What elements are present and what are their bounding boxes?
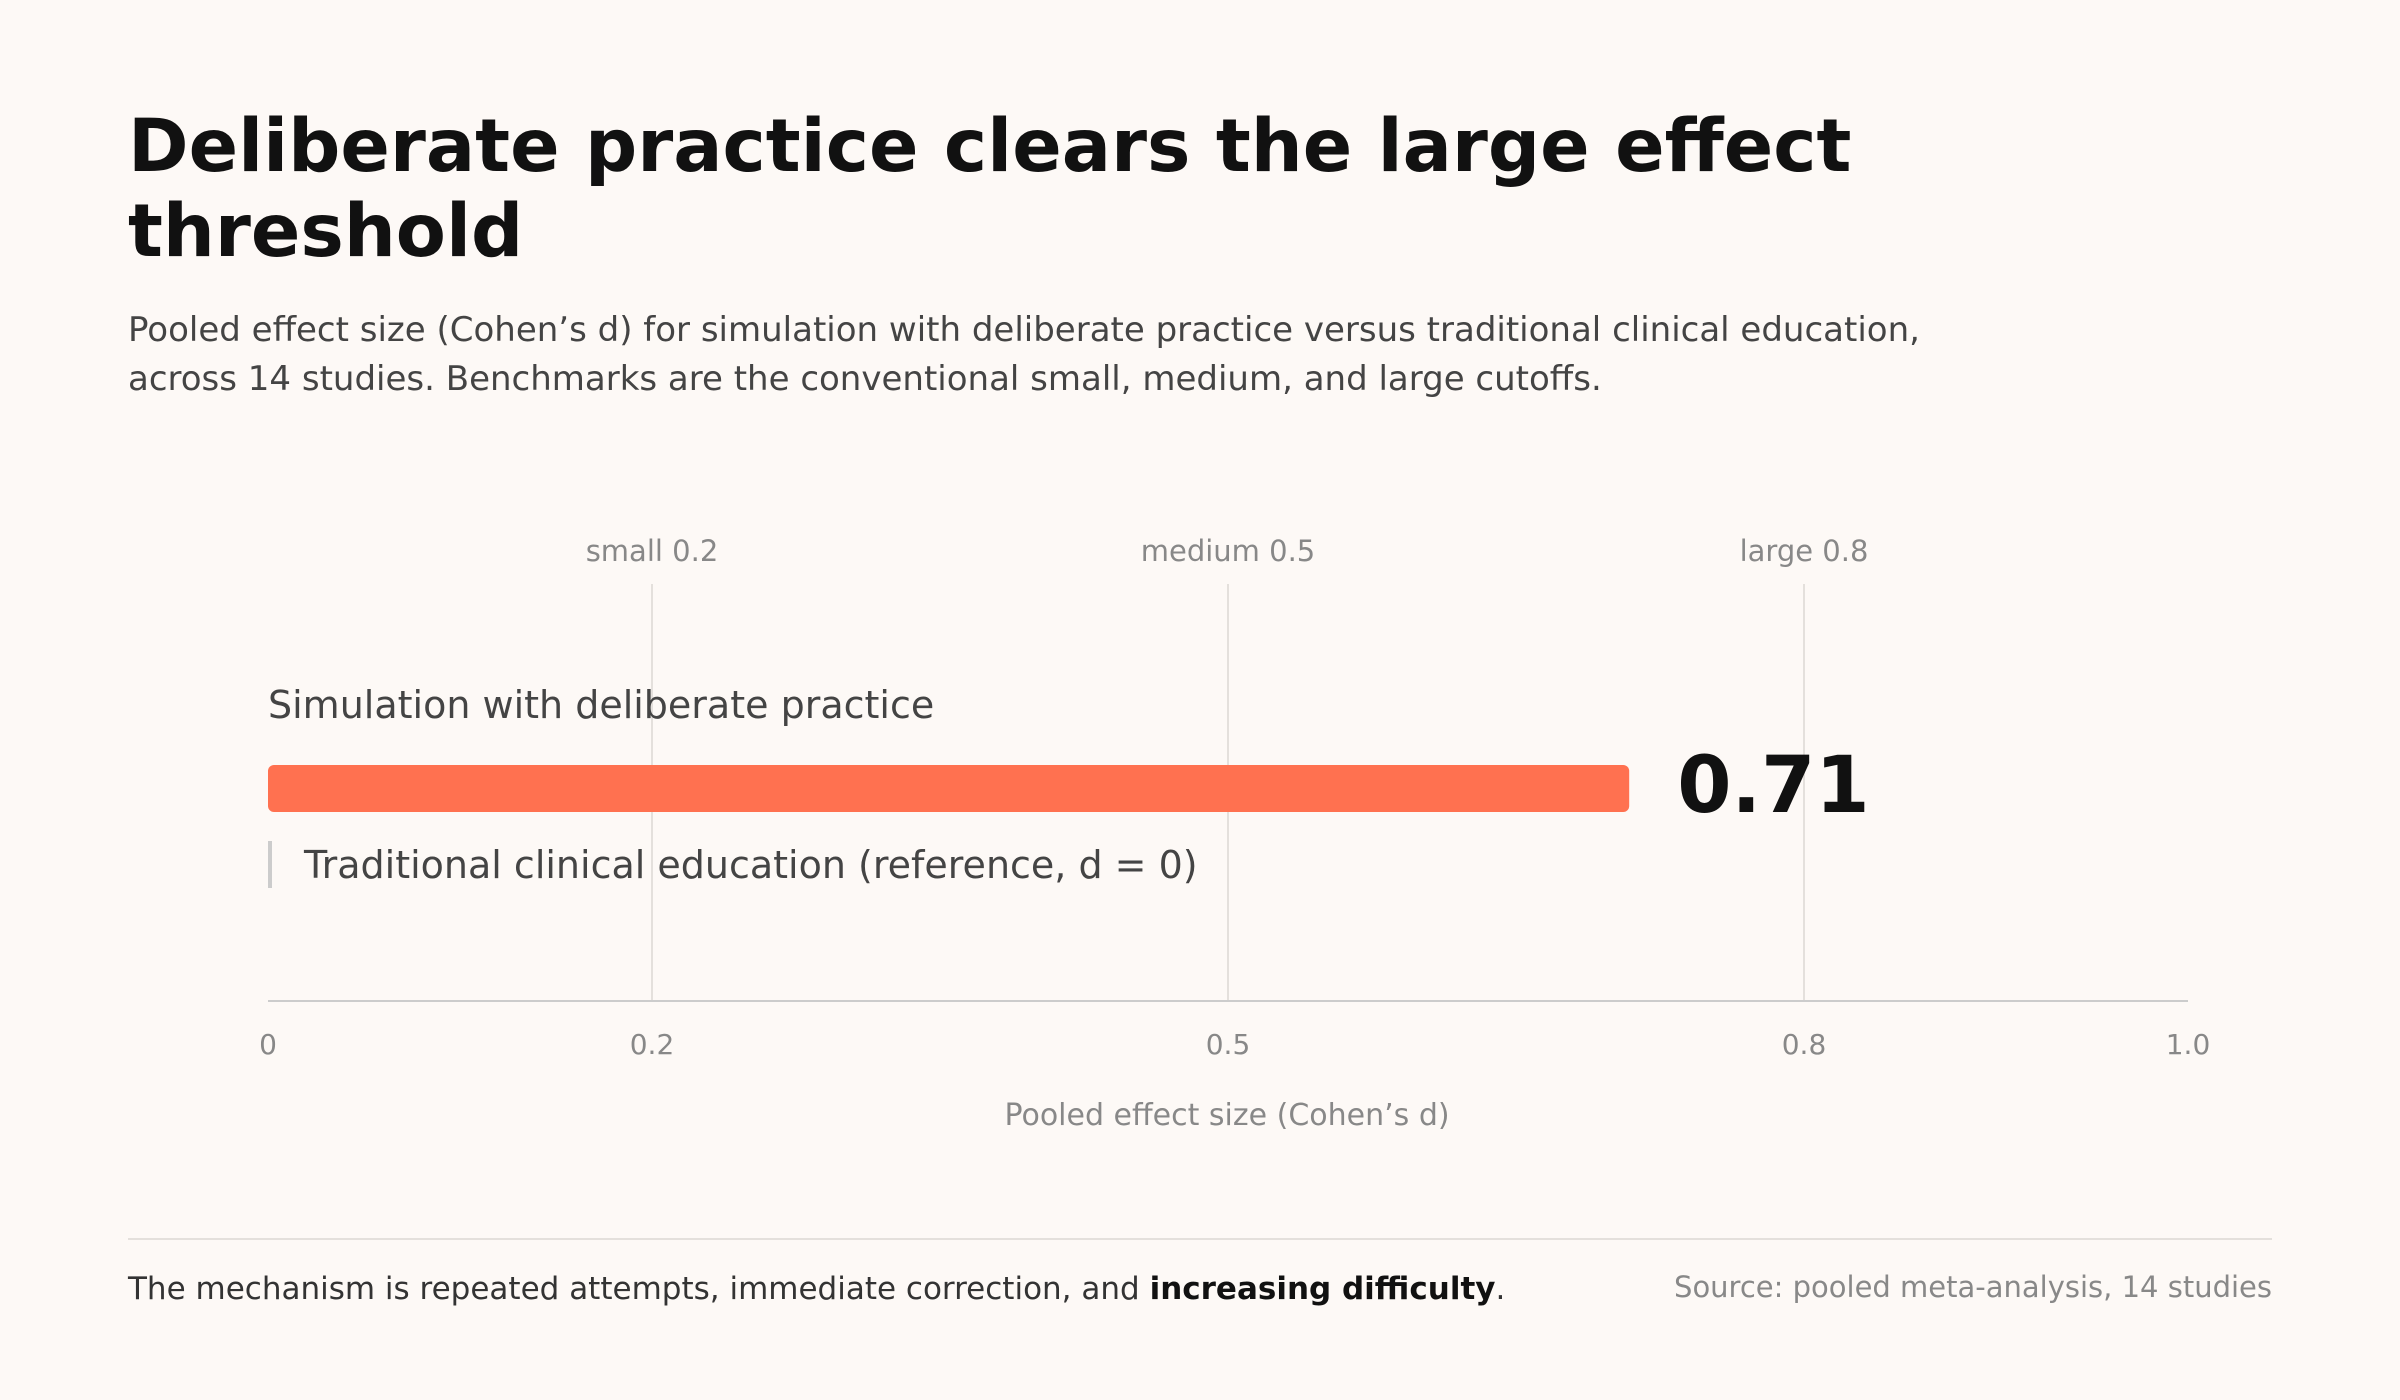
- x-tick-label: 1.0: [2166, 1028, 2211, 1061]
- bar-value-label: 0.71: [1677, 741, 1869, 831]
- x-tick-label: 0.8: [1782, 1028, 1827, 1061]
- footer-divider: [128, 1238, 2272, 1240]
- chart-title: Deliberate practice clears the large eff…: [128, 104, 1852, 274]
- bar-category-label: Simulation with deliberate practice: [268, 683, 934, 727]
- x-tick-label: 0.2: [630, 1028, 675, 1061]
- x-axis-title: Pooled effect size (Cohen’s d): [1004, 1098, 1449, 1133]
- footnote: The mechanism is repeated attempts, imme…: [128, 1269, 1505, 1309]
- footnote-emphasis: increasing difficulty: [1149, 1271, 1496, 1307]
- x-tick-label: 0.5: [1206, 1028, 1251, 1061]
- footnote-end: .: [1495, 1271, 1506, 1307]
- footnote-text: The mechanism is repeated attempts, imme…: [128, 1271, 1150, 1307]
- chart-subtitle: Pooled effect size (Cohen’s d) for simul…: [128, 310, 1920, 399]
- effect-bar: [268, 765, 1630, 812]
- source-note: Source: pooled meta-analysis, 14 studies: [1674, 1270, 2272, 1304]
- reference-label: Traditional clinical education (referenc…: [303, 843, 1198, 887]
- benchmark-label: small 0.2: [586, 534, 719, 568]
- benchmark-label: medium 0.5: [1141, 534, 1316, 568]
- x-tick-label: 0: [259, 1028, 277, 1061]
- benchmark-label: large 0.8: [1740, 534, 1869, 568]
